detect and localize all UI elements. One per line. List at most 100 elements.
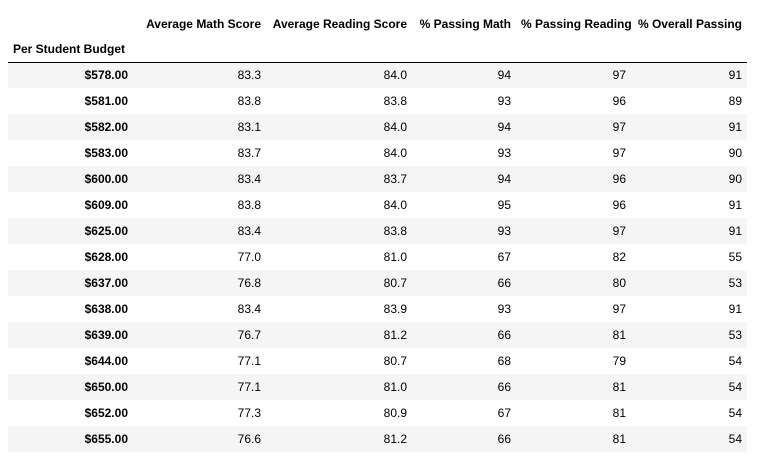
table-cell: 84.0 — [383, 68, 407, 83]
column-header: % Overall Passing — [637, 17, 742, 31]
table-cell: 83.4 — [237, 224, 261, 238]
table-cell: 80 — [612, 276, 626, 290]
table-cell: 97 — [612, 68, 626, 83]
table-cell: 54 — [728, 380, 742, 394]
row-index-cell: $583.00 — [84, 146, 128, 160]
table-cell: 83.7 — [237, 146, 261, 160]
table-cell: 94 — [497, 68, 511, 83]
table-row: $628.00 77.0 81.0 67 82 55 — [8, 244, 747, 270]
table-cell: 84.0 — [383, 198, 407, 212]
table-cell: 96 — [612, 172, 626, 186]
table-cell: 77.3 — [237, 406, 261, 420]
row-index-cell: $578.00 — [84, 68, 128, 83]
table-cell: 80.7 — [383, 276, 407, 290]
table-cell: 55 — [728, 250, 742, 264]
table-cell: 89 — [728, 94, 742, 108]
table-cell: 81 — [612, 328, 626, 342]
table-row: $578.00 83.3 84.0 94 97 91 — [8, 62, 747, 88]
column-header-row: Average Math Score Average Reading Score… — [8, 12, 747, 36]
row-index-cell: $650.00 — [84, 380, 128, 394]
table-cell: 76.6 — [237, 432, 261, 446]
row-index-cell: $637.00 — [84, 276, 128, 290]
table-cell: 53 — [728, 328, 742, 342]
table-body: $578.00 83.3 84.0 94 97 91 $581.00 83.8 83.8 93 96… — [8, 62, 747, 452]
table-cell: 93 — [497, 224, 511, 238]
index-name-header: Per Student Budget — [8, 36, 133, 63]
table-cell: 81.2 — [383, 328, 407, 342]
table-cell: 76.7 — [237, 328, 261, 342]
row-index-cell: $644.00 — [84, 354, 128, 368]
table-cell: 77.0 — [237, 250, 261, 264]
table-cell: 84.0 — [383, 120, 407, 134]
column-header-blank — [8, 12, 133, 36]
column-header: % Passing Math — [419, 17, 511, 31]
row-index-cell: $628.00 — [84, 250, 128, 264]
table-cell: 68 — [497, 354, 511, 368]
table-cell: 91 — [728, 224, 742, 238]
table-cell: 91 — [728, 302, 742, 316]
column-header: Average Math Score — [146, 17, 261, 31]
table-cell: 79 — [612, 354, 626, 368]
row-index-cell: $639.00 — [84, 328, 128, 342]
table-cell: 77.1 — [237, 354, 261, 368]
table-row: $655.00 76.6 81.2 66 81 54 — [8, 426, 747, 452]
table-row: $581.00 83.8 83.8 93 96 89 — [8, 88, 747, 114]
row-index-cell: $625.00 — [84, 224, 128, 238]
table-row: $625.00 83.4 83.8 93 97 91 — [8, 218, 747, 244]
table-cell: 66 — [497, 380, 511, 394]
table-cell: 81 — [612, 406, 626, 420]
table-cell: 67 — [497, 406, 511, 420]
table-cell: 81 — [612, 380, 626, 394]
table-cell: 93 — [497, 302, 511, 316]
row-index-cell: $652.00 — [84, 406, 128, 420]
table-row: $600.00 83.4 83.7 94 96 90 — [8, 166, 747, 192]
table-row: $644.00 77.1 80.7 68 79 54 — [8, 348, 747, 374]
row-index-cell: $655.00 — [84, 432, 128, 446]
row-index-cell: $582.00 — [84, 120, 128, 134]
table-cell: 83.8 — [237, 198, 261, 212]
table-cell: 97 — [612, 224, 626, 238]
table-cell: 81.2 — [383, 432, 407, 446]
table-cell: 81.0 — [383, 250, 407, 264]
table-cell: 54 — [728, 406, 742, 420]
table-cell: 83.9 — [383, 302, 407, 316]
table-row: $639.00 76.7 81.2 66 81 53 — [8, 322, 747, 348]
table-cell: 77.1 — [237, 380, 261, 394]
table-cell: 97 — [612, 302, 626, 316]
table-cell: 81 — [612, 432, 626, 446]
table-cell: 83.7 — [383, 172, 407, 186]
table-cell: 96 — [612, 94, 626, 108]
index-name-row: Per Student Budget — [8, 36, 747, 63]
table-cell: 83.8 — [383, 224, 407, 238]
table-cell: 76.8 — [237, 276, 261, 290]
table-cell: 81.0 — [383, 380, 407, 394]
table-cell: 91 — [728, 120, 742, 134]
table-cell: 54 — [728, 354, 742, 368]
table-cell: 84.0 — [383, 146, 407, 160]
table-cell: 83.8 — [383, 94, 407, 108]
table-cell: 53 — [728, 276, 742, 290]
table-cell: 91 — [728, 198, 742, 212]
table-row: $637.00 76.8 80.7 66 80 53 — [8, 270, 747, 296]
table-row: $652.00 77.3 80.9 67 81 54 — [8, 400, 747, 426]
table-cell: 83.1 — [237, 120, 261, 134]
table-cell: 80.7 — [383, 354, 407, 368]
table-cell: 93 — [497, 94, 511, 108]
table-cell: 97 — [612, 120, 626, 134]
table-cell: 54 — [728, 432, 742, 446]
table-cell: 97 — [612, 146, 626, 160]
table-row: $638.00 83.4 83.9 93 97 91 — [8, 296, 747, 322]
table-cell: 83.4 — [237, 172, 261, 186]
row-index-cell: $638.00 — [84, 302, 128, 316]
column-header: % Passing Reading — [521, 17, 631, 31]
table-cell: 83.3 — [237, 68, 261, 83]
column-header: Average Reading Score — [272, 17, 407, 31]
table-row: $609.00 83.8 84.0 95 96 91 — [8, 192, 747, 218]
table-cell: 66 — [497, 328, 511, 342]
table-row: $583.00 83.7 84.0 93 97 90 — [8, 140, 747, 166]
table-row: $582.00 83.1 84.0 94 97 91 — [8, 114, 747, 140]
table-cell: 67 — [497, 250, 511, 264]
table-cell: 66 — [497, 432, 511, 446]
table-cell: 66 — [497, 276, 511, 290]
table-cell: 94 — [497, 172, 511, 186]
